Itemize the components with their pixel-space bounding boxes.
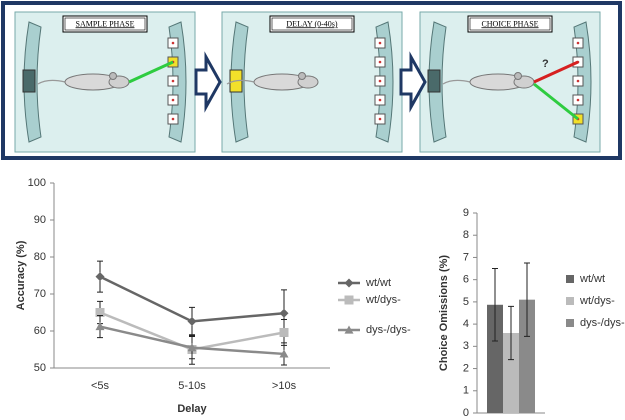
aperture-dot <box>378 98 382 102</box>
y-tick-label: 9 <box>463 207 469 219</box>
label-box <box>62 15 148 33</box>
y-tick-label: 8 <box>463 229 469 241</box>
legend-swatch <box>566 297 574 305</box>
aperture-dot <box>171 79 175 83</box>
aperture-dot <box>576 79 580 83</box>
legend-swatch <box>566 319 574 327</box>
phase-label: DELAY (0-40s) <box>286 19 338 28</box>
mouse-ear <box>514 72 522 80</box>
x-tick-label: >10s <box>272 380 297 392</box>
y-tick-label: 90 <box>34 214 46 226</box>
legend-label: wt/wt <box>579 273 605 285</box>
data-point <box>279 327 289 337</box>
mouse-tail <box>226 79 255 85</box>
aperture-dot <box>171 98 175 102</box>
data-point <box>95 308 105 317</box>
phase-arrow <box>399 51 427 113</box>
label-box <box>467 15 553 33</box>
legend-marker <box>344 295 354 305</box>
y-tick-label: 6 <box>463 274 469 286</box>
data-point <box>187 316 197 326</box>
y-axis-label: Accuracy (%) <box>15 240 27 310</box>
y-tick-label: 80 <box>34 251 46 263</box>
label-box-inner <box>64 17 146 31</box>
data-point <box>95 272 105 282</box>
y-tick-label: 2 <box>463 362 469 374</box>
y-axis-label: Choice Omissions (%) <box>438 255 450 371</box>
bar <box>487 304 503 413</box>
data-point <box>95 322 105 331</box>
phase-arrow <box>194 51 222 113</box>
phase-label: SAMPLE PHASE <box>76 19 135 28</box>
x-tick-label: 5-10s <box>178 380 206 392</box>
x-axis-label: Delay <box>177 403 207 415</box>
food-magazine <box>427 69 441 93</box>
legend-marker <box>344 278 354 288</box>
cue-line <box>128 60 174 84</box>
legend-label: wt/dys- <box>579 295 615 307</box>
error-bar <box>508 305 514 361</box>
y-tick-label: 70 <box>34 288 46 300</box>
error-bar <box>492 268 498 342</box>
data-point <box>187 343 197 352</box>
y-tick-label: 50 <box>34 362 46 374</box>
error-bar <box>524 262 530 337</box>
aperture-dot <box>378 79 382 83</box>
bar <box>519 299 535 413</box>
legend-label: dys-/dys- <box>366 324 411 336</box>
y-tick-label: 7 <box>463 251 469 263</box>
food-magazine <box>22 69 36 93</box>
wrong-line <box>533 60 579 84</box>
label-box <box>269 15 355 33</box>
aperture-dot <box>378 41 382 45</box>
y-tick-label: 100 <box>28 177 46 189</box>
legend-label: wt/dys- <box>365 294 401 306</box>
question-mark: ? <box>542 58 549 70</box>
label-box-inner <box>469 17 551 31</box>
y-tick-label: 5 <box>463 296 469 308</box>
y-tick-label: 60 <box>34 325 46 337</box>
y-tick-label: 3 <box>463 340 469 352</box>
legend-marker <box>344 325 354 334</box>
data-point <box>279 349 289 358</box>
aperture-dot <box>378 60 382 64</box>
mouse-tail <box>442 79 471 85</box>
x-tick-label: <5s <box>91 380 110 392</box>
right-line <box>533 82 579 121</box>
mouse-ear <box>109 72 117 80</box>
legend-label: wt/wt <box>365 277 391 289</box>
aperture-dot <box>576 41 580 45</box>
label-box-inner <box>271 17 353 31</box>
data-point <box>279 308 289 318</box>
mouse-ear <box>298 72 306 80</box>
y-tick-label: 4 <box>463 318 469 330</box>
aperture-dot <box>576 98 580 102</box>
aperture-dot <box>171 117 175 121</box>
aperture-dot <box>171 41 175 45</box>
aperture-dot <box>378 117 382 121</box>
phase-label: CHOICE PHASE <box>481 19 538 28</box>
legend-swatch <box>566 275 574 283</box>
mouse-tail <box>37 79 66 85</box>
y-tick-label: 0 <box>463 407 469 419</box>
y-tick-label: 1 <box>463 385 469 397</box>
legend-label: dys-/dys- <box>580 317 625 329</box>
bar <box>503 333 519 413</box>
